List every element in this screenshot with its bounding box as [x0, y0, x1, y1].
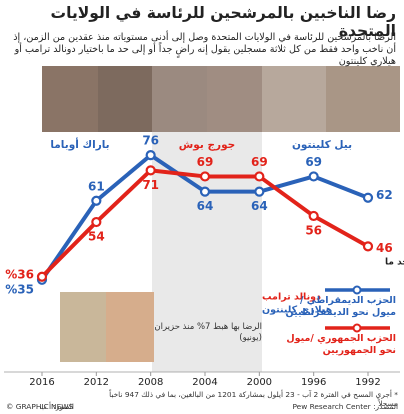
- photo: [60, 292, 106, 362]
- x-tick-label: 2016: [29, 377, 54, 388]
- data-label: 46: [376, 241, 393, 255]
- title: رضا الناخبين بالمرشحين للرئاسة في الولاي…: [50, 4, 396, 40]
- point: [254, 171, 265, 182]
- footnote: * أجري المسح في الفترة 2 آب - 23 أيلول ب…: [109, 390, 398, 408]
- x-tick-label: 2012: [84, 377, 109, 388]
- copyright: © GRAPHIC NEWS: [6, 402, 74, 411]
- point: [308, 210, 319, 222]
- data-label: 64: [197, 199, 214, 213]
- point: [145, 150, 156, 161]
- data-label: 71: [142, 178, 159, 192]
- photo: [106, 292, 154, 362]
- legend-marker: [352, 285, 362, 295]
- point: [254, 186, 265, 197]
- legend-marker: [352, 323, 362, 333]
- data-label: 61: [88, 179, 105, 193]
- point: [199, 171, 211, 182]
- annotation: دونالد ترامب: [262, 292, 321, 303]
- photo: [207, 66, 262, 132]
- data-label: 69: [251, 155, 268, 169]
- subtitle: الرضا بالمرشحين للرئاسة في الولايات المت…: [13, 32, 396, 67]
- candidate-label: باراك أوباما: [50, 137, 109, 151]
- point: [91, 195, 102, 206]
- photo: [326, 66, 400, 132]
- x-tick-label: 1996: [301, 377, 326, 388]
- photo: [98, 66, 152, 132]
- source: المصدر: Pew Research Center: [292, 402, 398, 411]
- point: [91, 216, 102, 228]
- photo: [152, 66, 207, 132]
- data-label: 69: [197, 155, 214, 169]
- legend-entry: الحزب الديمقراطي /ميول نحو الديمقراطيين: [285, 295, 396, 318]
- annotation: الرضا بها هبط 7% منذ حزيران (يونيو): [154, 322, 262, 343]
- data-label: 69: [305, 155, 322, 169]
- point: [145, 165, 156, 176]
- legend-title: نسبة الرضا: راضٍ جداً / إلى حد ما: [385, 255, 404, 271]
- x-tick-label: 2004: [192, 377, 217, 388]
- point: [199, 186, 211, 197]
- candidate-label: بيل كلينتون: [292, 139, 352, 151]
- legend-entry: الحزب الجمهوري /ميول نحو الجمهوريين: [286, 333, 396, 356]
- point: [308, 171, 319, 182]
- data-label: 54: [88, 230, 105, 244]
- data-label: %36: [5, 267, 34, 281]
- annotation: هيلاري كلينتون: [262, 305, 333, 316]
- data-label: %35: [5, 282, 34, 296]
- candidate-label: جورج بوش: [179, 139, 235, 151]
- point: [36, 271, 48, 282]
- data-label: 62: [376, 188, 393, 202]
- panel: [262, 132, 400, 372]
- photo: [42, 66, 98, 132]
- x-tick-label: 1992: [355, 377, 380, 388]
- data-label: 76: [142, 134, 159, 148]
- x-tick-label: 2008: [138, 377, 163, 388]
- point: [362, 192, 374, 203]
- point: [362, 241, 374, 252]
- x-tick-label: 2000: [247, 377, 272, 388]
- data-label: 64: [251, 199, 268, 213]
- photo: [262, 66, 326, 132]
- data-label: 56: [305, 223, 322, 237]
- photo-credit: الصور: أ ب: [39, 402, 74, 411]
